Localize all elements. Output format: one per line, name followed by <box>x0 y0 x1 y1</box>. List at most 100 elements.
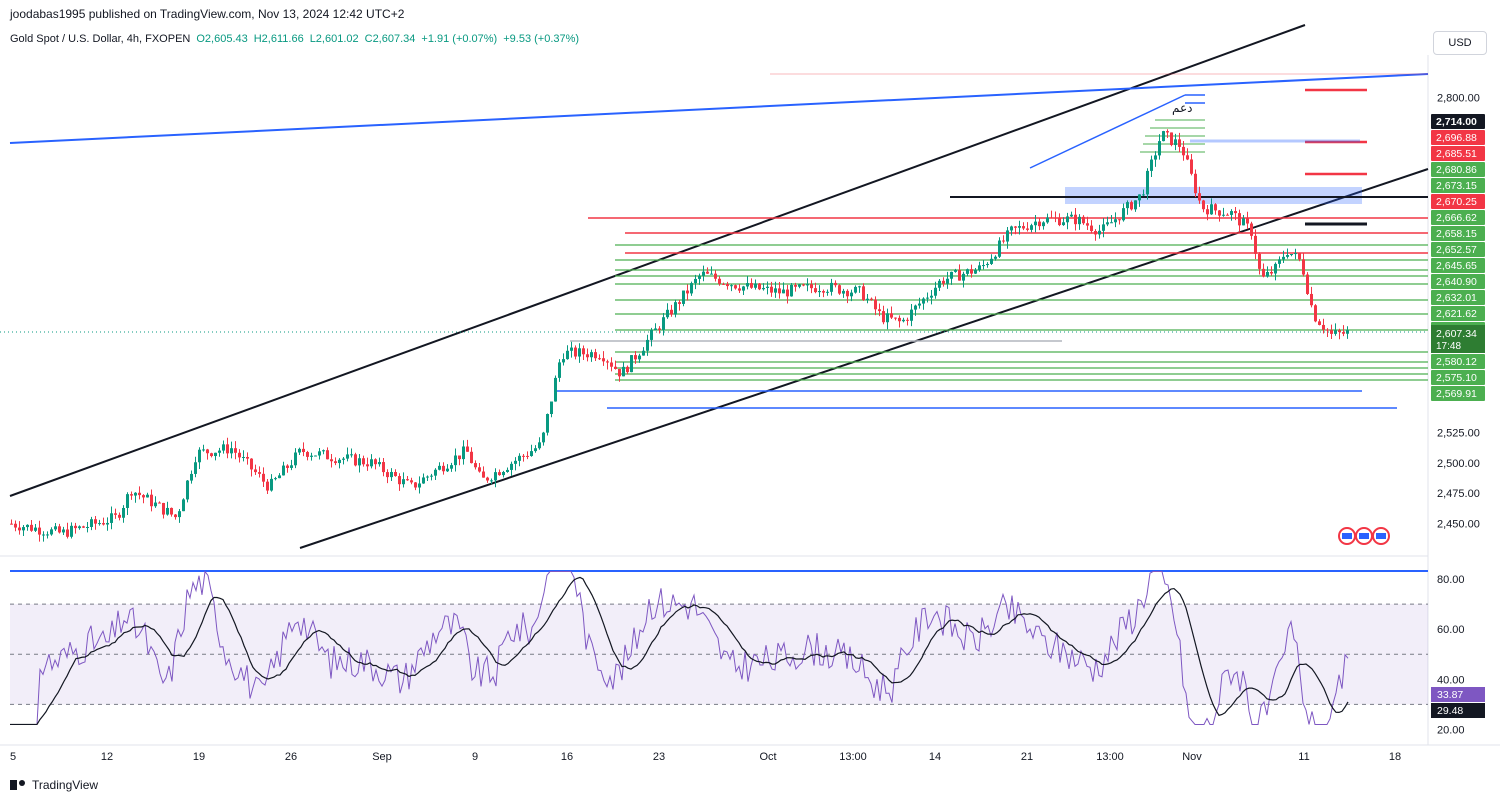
candle-body <box>1086 223 1089 226</box>
candle-body <box>670 309 673 315</box>
candle-body <box>446 468 449 472</box>
candle-body <box>1194 173 1197 194</box>
candle-body <box>798 284 801 287</box>
candle-body <box>986 263 989 266</box>
candle-body <box>878 309 881 312</box>
candle-body <box>1306 274 1309 294</box>
candle-body <box>1150 159 1153 171</box>
time-tick-label: 13:00 <box>1096 751 1124 763</box>
candle-body <box>242 456 245 458</box>
price-label-bg <box>1431 178 1485 193</box>
candle-body <box>1046 217 1049 223</box>
candle-body <box>810 284 813 289</box>
candle-body <box>170 507 173 515</box>
price-label-bg <box>1431 146 1485 161</box>
price-label: 2,575.10 <box>1436 372 1477 384</box>
candle-body <box>282 465 285 476</box>
candle-body <box>254 469 257 473</box>
candle-body <box>1002 240 1005 242</box>
footer-brand: TradingView <box>32 778 99 792</box>
candle-body <box>1094 231 1097 235</box>
candle-body <box>294 452 297 466</box>
time-tick-label: 12 <box>101 751 113 763</box>
candle-body <box>1270 272 1273 274</box>
candle-body <box>338 459 341 464</box>
flag-stripe-icon <box>1359 533 1369 539</box>
candle-body <box>590 352 593 358</box>
candle-body <box>1282 256 1285 260</box>
candle-body <box>954 270 957 272</box>
price-label: 2,685.51 <box>1436 148 1477 160</box>
candle-body <box>638 355 641 360</box>
candle-body <box>1242 218 1245 226</box>
candle-body <box>998 240 1001 257</box>
candle-body <box>970 269 973 274</box>
candle-body <box>1178 139 1181 147</box>
candle-body <box>1038 221 1041 227</box>
price-label: 2,670.25 <box>1436 196 1477 208</box>
ohlc-close: C2,607.34 <box>364 33 416 45</box>
candle-body <box>606 361 609 363</box>
ohlc-high: H2,611.66 <box>253 33 304 45</box>
publisher-text: joodabas1995 published on TradingView.co… <box>10 7 405 21</box>
candle-body <box>314 455 317 457</box>
price-label: 2,680.86 <box>1436 164 1477 176</box>
candle-body <box>458 455 461 460</box>
candle-body <box>1118 219 1121 221</box>
candle-body <box>382 462 385 473</box>
tradingview-logo-icon <box>10 780 26 790</box>
candle-body <box>542 432 545 443</box>
candle-body <box>274 478 277 480</box>
candle-body <box>406 479 409 481</box>
candle-body <box>1258 253 1261 269</box>
price-label: 2,658.15 <box>1436 228 1477 240</box>
price-label-bg <box>1431 114 1485 129</box>
candle-body <box>250 458 253 470</box>
candle-body <box>1170 132 1173 146</box>
candle-body <box>842 290 845 294</box>
candle-body <box>214 452 217 457</box>
candle-body <box>994 256 997 259</box>
candle-body <box>538 442 541 449</box>
price-label: 2,696.88 <box>1436 132 1477 144</box>
candle-body <box>1246 218 1249 224</box>
candle-body <box>898 317 901 322</box>
candle-body <box>850 292 853 297</box>
candle-body <box>518 455 521 461</box>
candle-body <box>350 454 353 456</box>
price-label-bg <box>1431 306 1485 321</box>
candle-body <box>302 448 305 453</box>
price-change-2: +9.53 (+0.37%) <box>503 33 580 45</box>
candle-body <box>634 355 637 360</box>
price-label-bg <box>1431 162 1485 177</box>
candle-body <box>310 455 313 457</box>
time-tick-label: 11 <box>1298 751 1309 763</box>
candle-body <box>642 350 645 356</box>
top-bar: joodabas1995 published on TradingView.co… <box>0 0 1500 26</box>
candle-body <box>1202 200 1205 210</box>
candle-body <box>426 476 429 478</box>
candle-body <box>354 454 357 466</box>
price-label-bg <box>1431 194 1485 209</box>
candle-body <box>942 280 945 284</box>
candle-body <box>1234 211 1237 214</box>
price-label: 2,580.12 <box>1436 356 1477 368</box>
currency-button[interactable]: USD <box>1433 31 1487 55</box>
candle-body <box>522 455 525 457</box>
candle-body <box>286 465 289 468</box>
candle-body <box>934 287 937 296</box>
price-tick-label: 2,500.00 <box>1437 458 1480 470</box>
candle-body <box>1122 208 1125 221</box>
candle-body <box>894 317 897 319</box>
candle-body <box>658 328 661 330</box>
candle-body <box>902 319 905 322</box>
candle-body <box>594 352 597 359</box>
candle-body <box>474 463 477 468</box>
candle-body <box>782 289 785 294</box>
candle-body <box>1210 204 1213 215</box>
candle-body <box>858 286 861 288</box>
candle-body <box>718 278 721 284</box>
candle-body <box>438 465 441 470</box>
rsi-line <box>10 570 1349 725</box>
